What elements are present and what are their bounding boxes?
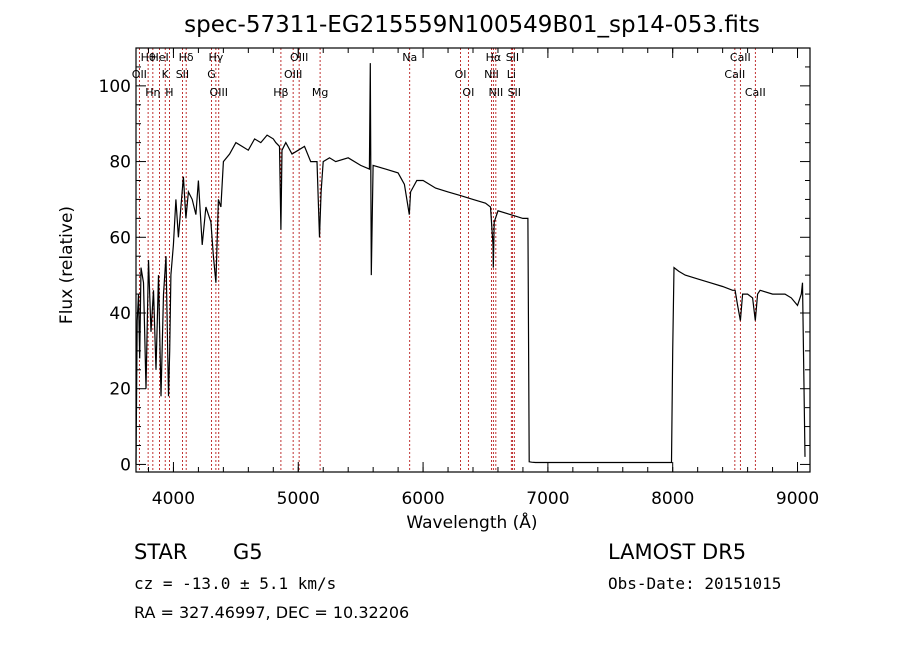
spectral-line-label: CaII [745, 86, 766, 99]
x-tick-label: 7000 [526, 489, 569, 509]
x-tick-label: 8000 [651, 489, 694, 509]
cz-readout: cz = -13.0 ± 5.1 km/s [134, 574, 337, 593]
spectral-line-label: SII [176, 68, 189, 81]
x-axis-ticks: 4000 5000 6000 7000 8000 9000 [147, 48, 819, 509]
y-tick-label: 80 [109, 153, 131, 173]
coordinates: RA = 327.46997, DEC = 10.32206 [134, 603, 410, 622]
y-tick-label: 100 [99, 77, 131, 97]
spectral-line-label: K [162, 68, 170, 81]
spectral-line-label: Hθ [141, 51, 156, 64]
spectral-line-label: CaII [724, 68, 745, 81]
spectral-line-label: OII [132, 68, 147, 81]
spectral-line-label: OI [455, 68, 467, 81]
x-axis-label: Wavelength (Å) [406, 511, 537, 533]
spectral-line-label: SII [506, 51, 519, 64]
y-axis-label: Flux (relative) [57, 206, 77, 324]
spectral-line-label: G [207, 68, 216, 81]
y-tick-label: 40 [109, 304, 131, 324]
chart-title: spec-57311-EG215559N100549B01_sp14-053.f… [184, 12, 760, 38]
subclass-label: G5 [233, 540, 263, 564]
spectral-line-label: OIII [290, 51, 308, 64]
spectral-line-labels: Hθ OII Hη HeI KH Hδ SII OIII Hγ G Hβ OIII OIII Mg Na OI… [132, 51, 766, 99]
spectral-line-label: OIII [210, 86, 228, 99]
spectral-line-label: OIII [284, 68, 302, 81]
class-label: STAR [134, 540, 188, 564]
y-tick-label: 20 [109, 380, 131, 400]
flux-series-line [135, 63, 806, 465]
y-tick-label: 60 [109, 228, 131, 248]
spectral-line-label: Hδ [179, 51, 194, 64]
spectral-line-label: Li [507, 68, 516, 81]
x-tick-label: 5000 [277, 489, 320, 509]
spectral-line-label: NII [488, 86, 503, 99]
spectral-line-label: HeI [150, 51, 168, 64]
plot-frame [135, 47, 811, 473]
spectral-line-label: Hγ [208, 51, 223, 64]
spectral-line-label: Hβ [273, 86, 288, 99]
spectral-line-label: H [165, 86, 173, 99]
spectral-line-label: SII [508, 86, 521, 99]
obs-date: Obs-Date: 20151015 [608, 574, 782, 593]
spectral-line-label: OI [462, 86, 474, 99]
y-tick-label: 0 [120, 455, 131, 475]
x-tick-label: 6000 [401, 489, 444, 509]
spectral-line-label: Na [402, 51, 417, 64]
y-axis-ticks: 0 20 40 60 80 100 [99, 66, 810, 475]
x-tick-label: 4000 [152, 489, 195, 509]
spectral-line-label: CaII [730, 51, 751, 64]
spectral-line-label: Mg [312, 86, 328, 99]
x-tick-label: 9000 [776, 489, 819, 509]
spectral-lines-layer [138, 48, 756, 472]
spectral-line-label: Hη [145, 86, 160, 99]
survey-label: LAMOST DR5 [608, 540, 747, 564]
spectral-line-label: Hα [486, 51, 502, 64]
spectral-line-label: NII [484, 68, 499, 81]
